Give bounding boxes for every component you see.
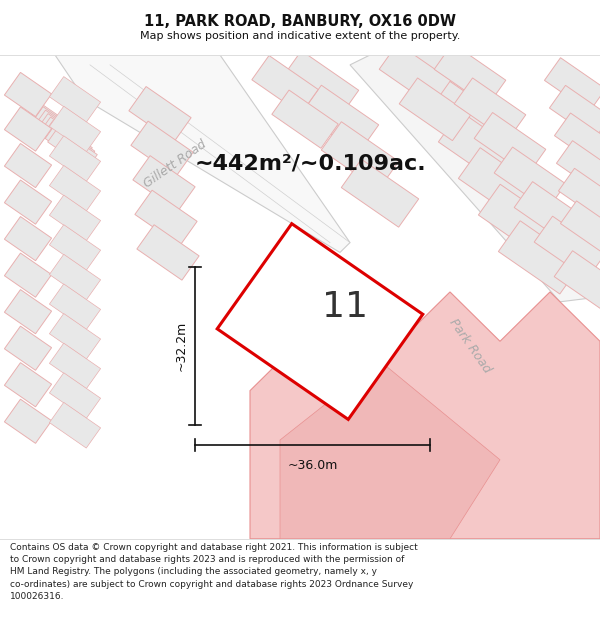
Polygon shape <box>434 43 506 106</box>
Polygon shape <box>49 224 101 271</box>
Polygon shape <box>514 182 586 244</box>
Polygon shape <box>49 343 101 389</box>
Polygon shape <box>554 113 600 167</box>
Polygon shape <box>133 156 195 211</box>
Polygon shape <box>217 224 423 419</box>
Polygon shape <box>556 141 600 194</box>
Text: 11, PARK ROAD, BANBURY, OX16 0DW: 11, PARK ROAD, BANBURY, OX16 0DW <box>144 14 456 29</box>
Polygon shape <box>49 284 101 329</box>
Polygon shape <box>49 166 101 211</box>
Polygon shape <box>379 43 451 106</box>
Polygon shape <box>454 78 526 141</box>
Polygon shape <box>341 159 419 227</box>
Polygon shape <box>49 136 101 181</box>
Polygon shape <box>544 58 600 111</box>
Polygon shape <box>40 117 90 159</box>
Text: Contains OS data © Crown copyright and database right 2021. This information is : Contains OS data © Crown copyright and d… <box>10 543 418 601</box>
Polygon shape <box>272 90 338 148</box>
Polygon shape <box>534 216 600 279</box>
Polygon shape <box>45 124 95 166</box>
Polygon shape <box>458 148 542 221</box>
Polygon shape <box>135 190 197 246</box>
Polygon shape <box>398 38 482 111</box>
Polygon shape <box>49 372 101 419</box>
Polygon shape <box>478 184 562 258</box>
Text: ~442m²/~0.109ac.: ~442m²/~0.109ac. <box>194 154 426 174</box>
Polygon shape <box>32 107 82 148</box>
Polygon shape <box>35 110 85 152</box>
Text: Gillett Road: Gillett Road <box>141 138 209 190</box>
Text: ~32.2m: ~32.2m <box>175 321 187 371</box>
Polygon shape <box>4 326 52 370</box>
Polygon shape <box>559 168 600 222</box>
Polygon shape <box>494 147 566 210</box>
Polygon shape <box>49 77 101 122</box>
Polygon shape <box>30 103 80 145</box>
Polygon shape <box>560 201 600 254</box>
Polygon shape <box>55 55 350 253</box>
Polygon shape <box>252 56 318 114</box>
Polygon shape <box>399 78 471 141</box>
Text: Map shows position and indicative extent of the property.: Map shows position and indicative extent… <box>140 31 460 41</box>
Polygon shape <box>137 225 199 280</box>
Polygon shape <box>250 292 600 539</box>
Polygon shape <box>43 121 92 162</box>
Polygon shape <box>4 180 52 224</box>
Polygon shape <box>418 74 502 148</box>
Polygon shape <box>38 114 88 156</box>
Text: ~36.0m: ~36.0m <box>287 459 338 472</box>
Polygon shape <box>281 51 359 119</box>
Polygon shape <box>131 121 193 176</box>
Polygon shape <box>350 55 600 302</box>
Polygon shape <box>129 86 191 142</box>
Polygon shape <box>47 127 97 169</box>
Polygon shape <box>4 144 52 188</box>
Polygon shape <box>49 254 101 300</box>
Polygon shape <box>4 253 52 298</box>
Text: Park Road: Park Road <box>446 317 493 376</box>
Polygon shape <box>49 195 101 241</box>
Polygon shape <box>4 399 52 443</box>
Polygon shape <box>49 314 101 359</box>
Polygon shape <box>499 221 581 294</box>
Polygon shape <box>4 107 52 151</box>
Polygon shape <box>301 85 379 153</box>
Polygon shape <box>321 122 399 189</box>
Polygon shape <box>550 86 600 139</box>
Polygon shape <box>49 402 101 448</box>
Polygon shape <box>554 251 600 313</box>
Polygon shape <box>4 72 52 117</box>
Polygon shape <box>474 112 546 175</box>
Polygon shape <box>4 216 52 261</box>
Text: 11: 11 <box>322 290 368 324</box>
Polygon shape <box>4 289 52 334</box>
Polygon shape <box>280 361 500 539</box>
Polygon shape <box>439 111 521 184</box>
Polygon shape <box>4 362 52 407</box>
Polygon shape <box>49 106 101 152</box>
